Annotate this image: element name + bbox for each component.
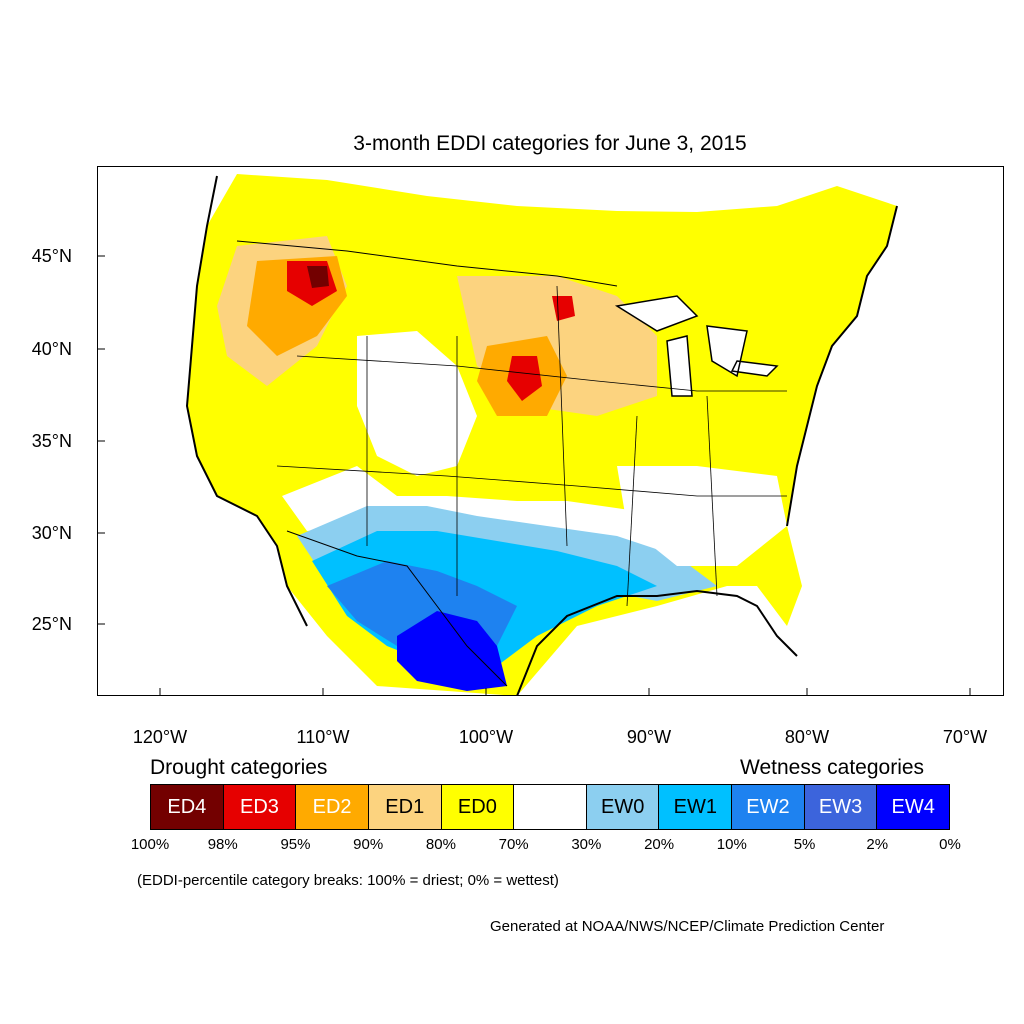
ed3-plains [507, 356, 542, 401]
south-white [617, 466, 787, 566]
lat-label: 45°N [31, 246, 72, 266]
breaks-note: (EDDI-percentile category breaks: 100% =… [137, 872, 559, 889]
legend-colorbar: ED4 ED3 ED2 ED1 ED0 EW0 EW1 EW2 EW3 EW4 [150, 784, 950, 830]
ed4-spot [307, 266, 329, 288]
legend-category-box: ED4 [151, 785, 224, 829]
legend-category-box: ED2 [296, 785, 369, 829]
percent-break-label: 2% [866, 836, 889, 853]
us-canada-border [236, 240, 618, 287]
lon-label: 80°W [784, 727, 830, 747]
legend-category-box: EW3 [804, 785, 878, 829]
lon-label: 110°W [296, 727, 350, 747]
legend-category-box: EW0 [586, 785, 660, 829]
lat-label: 30°N [31, 523, 72, 543]
percent-break-label: 98% [207, 836, 238, 853]
lat-label: 35°N [31, 431, 72, 451]
lon-label: 100°W [458, 727, 514, 747]
legend-category-box: ED3 [223, 785, 297, 829]
legend-category-box: EW4 [877, 785, 950, 829]
rockies-white [357, 331, 477, 476]
coastline [185, 175, 898, 696]
lon-label: 70°W [942, 727, 988, 747]
percent-break-label: 100% [130, 836, 170, 853]
lat-label: 40°N [31, 339, 72, 359]
wetness-heading: Wetness categories [740, 756, 925, 779]
ew4-region [397, 611, 507, 691]
legend-category-box: ED1 [368, 785, 442, 829]
percent-break-label: 0% [939, 836, 961, 853]
percent-break-label: 10% [716, 836, 747, 853]
great-lakes [614, 295, 779, 397]
percent-break-label: 90% [353, 836, 384, 853]
percent-break-label: 5% [793, 836, 816, 853]
legend-category-box: ED0 [441, 785, 515, 829]
legend-category-box: EW2 [732, 785, 805, 829]
percent-break-label: 20% [644, 836, 675, 853]
eddi-map [97, 166, 1004, 696]
percent-break-label: 30% [571, 836, 602, 853]
drought-heading: Drought categories [150, 756, 328, 779]
credit-line: Generated at NOAA/NWS/NCEP/Climate Predi… [490, 918, 885, 935]
state-borders [276, 285, 787, 607]
percent-break-label: 95% [280, 836, 311, 853]
lon-label: 120°W [132, 727, 188, 747]
legend-category-box: EW1 [659, 785, 733, 829]
lat-label: 25°N [31, 614, 72, 634]
lon-label: 90°W [626, 727, 672, 747]
axis-ticks [97, 255, 971, 696]
legend-category-box [514, 785, 587, 829]
percent-break-label: 70% [498, 836, 529, 853]
us-mexico-border [286, 530, 508, 687]
percent-break-label: 80% [425, 836, 456, 853]
map-title: 3-month EDDI categories for June 3, 2015 [353, 132, 747, 155]
